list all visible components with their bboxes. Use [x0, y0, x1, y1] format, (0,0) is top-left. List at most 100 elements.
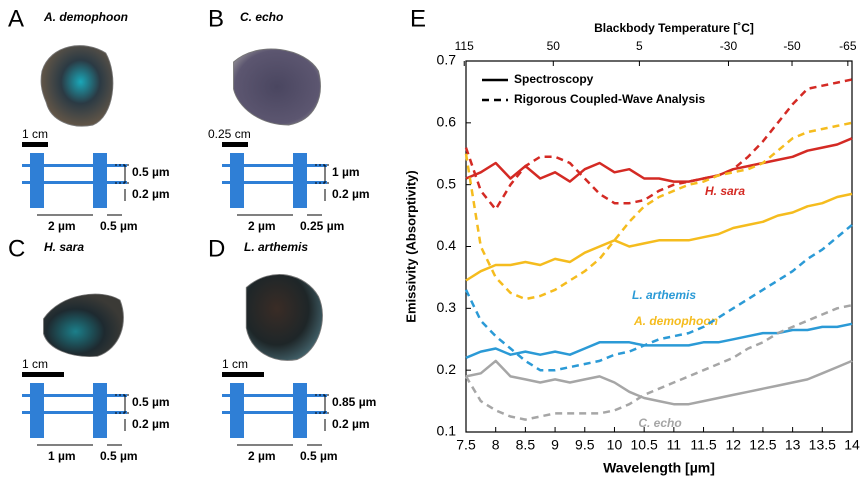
x-tick-label: 8	[492, 437, 500, 453]
ridge	[93, 383, 107, 438]
dim-label: 1 µm	[48, 449, 76, 463]
x-tick-label: 8.5	[516, 437, 536, 453]
dim-label: 2 µm	[248, 449, 276, 463]
x-tick-label: 12	[725, 437, 741, 453]
x-tick-label: 14	[844, 437, 860, 453]
dim-label: 2 µm	[48, 219, 76, 233]
y-tick-label: 0.1	[437, 423, 457, 439]
y-tick-label: 0.7	[437, 52, 457, 68]
ridge	[30, 383, 44, 438]
dim-label: 2 µm	[248, 219, 276, 233]
series-line	[464, 121, 853, 301]
y-tick-label: 0.5	[437, 175, 457, 191]
panel-letter: A	[8, 5, 24, 32]
series-label: H. sara	[705, 184, 745, 198]
x-tick-label: 9.5	[575, 437, 595, 453]
series-line	[464, 78, 853, 211]
species-name: H. sara	[44, 240, 84, 254]
panel: B C. echo 0.25 cm 1 µm 0.2 µm 2 µm 0.25 µm	[208, 5, 370, 233]
y-axis-title: Emissivity (Absorptivity)	[403, 170, 418, 322]
ridge	[230, 383, 244, 438]
dim-label: 0.85 µm	[332, 395, 376, 409]
series-line	[464, 223, 853, 372]
x-tick-label: 13	[785, 437, 801, 453]
y-tick-label: 0.6	[437, 114, 457, 130]
dim-label: 0.5 µm	[132, 395, 170, 409]
legend-label: Rigorous Coupled-Wave Analysis	[514, 92, 705, 106]
scale-label: 1 cm	[22, 127, 48, 141]
x-tick-label: 11.5	[690, 437, 716, 453]
scale-label: 1 cm	[222, 357, 248, 371]
crossrib	[22, 181, 127, 184]
species-name: C. echo	[240, 10, 283, 24]
wing	[245, 274, 323, 361]
scale-label: 1 cm	[22, 357, 48, 371]
wing-photo	[245, 274, 323, 361]
crossrib	[222, 394, 327, 397]
ridge	[293, 153, 307, 208]
crossrib	[222, 181, 327, 184]
x2-tick-label: 50	[547, 39, 561, 53]
dim-label: 1 µm	[332, 165, 360, 179]
panel-letter: B	[208, 5, 224, 32]
panels: A A. demophoon 1 cm 0.5 µm 0.2 µm 2 µm 0.5 µm B…	[8, 5, 376, 463]
y-tick-label: 0.3	[437, 299, 457, 315]
scale-bar	[222, 142, 248, 147]
x2-tick-label: 5	[636, 39, 643, 53]
wing	[43, 293, 124, 357]
scale-bar	[22, 372, 64, 377]
crossrib	[222, 411, 327, 414]
panel-letter: E	[410, 5, 426, 32]
series-line	[465, 359, 853, 406]
x-tick-label: 13.5	[809, 437, 836, 453]
legend-label: Spectroscopy	[514, 72, 594, 86]
crossrib	[222, 164, 327, 167]
chart: E 0.1 0.2 0.3 0.4 0.5 0.6 0.7 7.5 8 8.5 9 9.5 10 10.5 1…	[403, 5, 860, 475]
y-tick-label: 0.2	[437, 361, 457, 377]
x2-tick-label: -50	[783, 39, 801, 53]
panel-letter: D	[208, 235, 225, 262]
dim-label: 0.25 µm	[300, 219, 344, 233]
ridge	[293, 383, 307, 438]
x2-tick-label: -65	[839, 39, 857, 53]
wing-photo	[233, 48, 321, 126]
wing	[233, 48, 321, 126]
dim-label: 0.5 µm	[100, 449, 138, 463]
series-label: C. echo	[638, 416, 681, 430]
dim-label: 0.2 µm	[332, 417, 370, 431]
x-axis-title: Wavelength [µm]	[603, 460, 715, 476]
crossrib	[22, 394, 127, 397]
plot-frame	[465, 60, 853, 433]
y-tick-label: 0.4	[437, 237, 457, 253]
dim-label: 0.2 µm	[132, 417, 170, 431]
ridge	[30, 153, 44, 208]
wing	[40, 45, 114, 127]
series-line	[465, 322, 853, 359]
dim-label: 0.2 µm	[332, 187, 370, 201]
x-tick-label: 10.5	[631, 437, 658, 453]
x-tick-label: 12.5	[749, 437, 776, 453]
x2-tick-label: -30	[720, 39, 738, 53]
x-tick-label: 9	[551, 437, 559, 453]
series-line	[465, 137, 853, 183]
panel: C H. sara 1 cm 0.5 µm 0.2 µm 1 µm 0.5 µm	[8, 235, 170, 463]
x2-axis-title: Blackbody Temperature [˚C]	[594, 21, 754, 35]
x-tick-label: 11	[667, 437, 682, 453]
series-label: A. demophoon	[633, 314, 718, 328]
scale-bar	[222, 372, 264, 377]
species-name: A. demophoon	[43, 10, 128, 24]
crossrib	[22, 164, 127, 167]
wing-photo	[40, 45, 114, 127]
ridge	[230, 153, 244, 208]
x2-tick-label: 115	[455, 39, 474, 53]
wing-photo	[43, 293, 124, 357]
panel-letter: C	[8, 235, 25, 262]
ridge	[93, 153, 107, 208]
x-tick-label: 10	[607, 437, 623, 453]
crossrib	[22, 411, 127, 414]
dim-label: 0.5 µm	[300, 449, 338, 463]
panel: A A. demophoon 1 cm 0.5 µm 0.2 µm 2 µm 0.5 µm	[8, 5, 170, 233]
dim-label: 0.5 µm	[132, 165, 170, 179]
dim-label: 0.5 µm	[100, 219, 138, 233]
